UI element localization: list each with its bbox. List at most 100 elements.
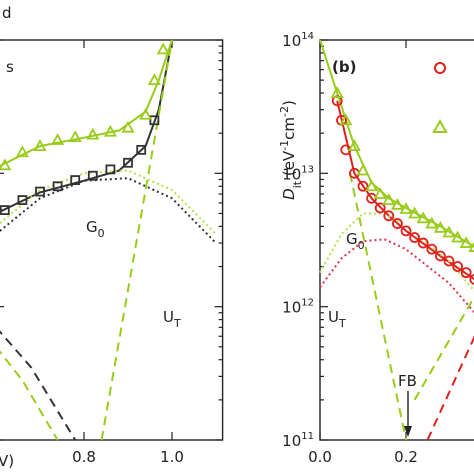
- tick-base: 10: [282, 432, 301, 450]
- data-point: [459, 236, 473, 248]
- data-point: [33, 139, 47, 152]
- data-point: [469, 274, 474, 285]
- data-point: [103, 124, 117, 137]
- data-point: [147, 73, 161, 86]
- data-point: [136, 144, 147, 155]
- x-tick-label: 0.0: [308, 448, 332, 466]
- x-tick-label: 1.0: [160, 448, 184, 466]
- y-label-part: D: [280, 188, 298, 200]
- data-point: [426, 243, 438, 255]
- data-point: [139, 107, 153, 120]
- data-point: [416, 211, 430, 224]
- data-point: [365, 179, 379, 192]
- annotation-sub: T: [173, 317, 181, 330]
- fit-curve: [413, 295, 474, 401]
- y-label-part: it: [291, 180, 304, 188]
- plot-frame: [0, 39, 224, 441]
- fit-curve: [336, 100, 474, 281]
- tick-exponent: 14: [301, 31, 314, 42]
- data-point: [451, 230, 465, 243]
- annotation: FB: [398, 372, 417, 390]
- data-point: [105, 164, 116, 175]
- data-point: [460, 267, 472, 279]
- annotation-text: FB: [398, 372, 417, 390]
- fit-curve: [100, 39, 173, 441]
- tick-base: 10: [282, 165, 301, 183]
- data-point: [356, 163, 370, 176]
- y-label-part: (eV: [280, 150, 298, 181]
- annotation: UT: [328, 308, 346, 330]
- annotation-sub: 0: [98, 227, 105, 240]
- fit-curve: [0, 39, 173, 167]
- fit-curve: [319, 238, 474, 314]
- tick-exponent: 12: [301, 298, 314, 309]
- legend-marker: [432, 118, 448, 133]
- y-label-part: ): [280, 100, 298, 106]
- data-point: [374, 202, 386, 214]
- data-point: [68, 130, 82, 142]
- data-point: [452, 261, 464, 272]
- y-label-part: cm: [280, 117, 298, 140]
- plot-frame: [319, 39, 474, 441]
- data-point: [373, 187, 387, 199]
- data-point: [347, 139, 361, 152]
- data-point: [443, 255, 455, 267]
- data-point: [51, 133, 65, 145]
- data-point: [390, 198, 404, 210]
- data-point: [408, 206, 422, 219]
- y-tick-label: 1011: [282, 431, 314, 450]
- data-point: [0, 205, 10, 215]
- annotation-text: G: [86, 218, 98, 236]
- fit-curve: [0, 330, 77, 441]
- annotation-sub: T: [338, 317, 346, 330]
- data-point: [391, 218, 403, 229]
- data-point: [15, 145, 29, 158]
- fit-curve: [319, 212, 474, 293]
- data-point: [87, 170, 98, 181]
- panel-label: (b): [332, 58, 356, 76]
- y-label-part: -1: [278, 140, 291, 151]
- corner-text: d: [2, 4, 12, 22]
- legend-markers: [432, 62, 448, 133]
- annotation: G0: [346, 230, 365, 252]
- legend-marker: [434, 62, 446, 74]
- fit-curve: [349, 173, 407, 441]
- fit-curve: [0, 350, 59, 441]
- data-point: [434, 250, 446, 262]
- tick-base: 10: [282, 32, 301, 50]
- annotation-sub: 0: [358, 239, 365, 252]
- data-point: [409, 232, 421, 243]
- x-tick-label: 0.2: [394, 448, 418, 466]
- data-point: [52, 181, 63, 192]
- y-tick-label: 1012: [282, 298, 314, 317]
- tick-exponent: 11: [301, 431, 314, 442]
- x-tick-label: 0.8: [72, 448, 96, 466]
- fit-curve: [0, 177, 217, 244]
- y-tick-label: 1014: [282, 31, 314, 50]
- data-point: [17, 195, 28, 205]
- data-point: [357, 180, 369, 192]
- annotation-text: G: [346, 230, 358, 248]
- data-point: [70, 175, 81, 185]
- data-point: [400, 225, 412, 237]
- data-point: [330, 86, 344, 98]
- data-point: [382, 193, 396, 205]
- annotation: UT: [163, 308, 181, 330]
- data-point: [121, 120, 135, 133]
- y-label-part: -2: [278, 106, 291, 117]
- data-point: [86, 127, 100, 140]
- tick-base: 10: [282, 299, 301, 317]
- data-point: [425, 216, 439, 229]
- annotation-text: U: [163, 308, 174, 326]
- x-axis-label: V): [0, 452, 14, 470]
- data-point: [35, 186, 45, 197]
- annotation-text: U: [328, 308, 339, 326]
- data-point: [417, 237, 429, 249]
- data-point: [468, 241, 474, 252]
- data-point: [149, 115, 160, 126]
- annotation: G0: [86, 218, 105, 240]
- data-point: [442, 225, 456, 238]
- y-axis-label: Dit (eV-1cm-2): [278, 100, 304, 200]
